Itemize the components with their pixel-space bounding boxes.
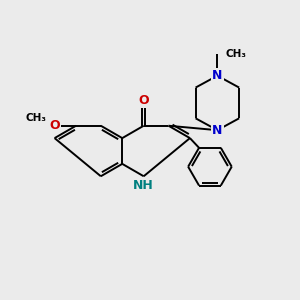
Text: O: O (49, 119, 60, 132)
Text: N: N (212, 124, 223, 137)
Text: CH₃: CH₃ (225, 49, 246, 59)
Text: NH: NH (133, 179, 154, 192)
Text: N: N (212, 69, 223, 82)
Text: CH₃: CH₃ (26, 113, 47, 123)
Text: O: O (138, 94, 149, 107)
